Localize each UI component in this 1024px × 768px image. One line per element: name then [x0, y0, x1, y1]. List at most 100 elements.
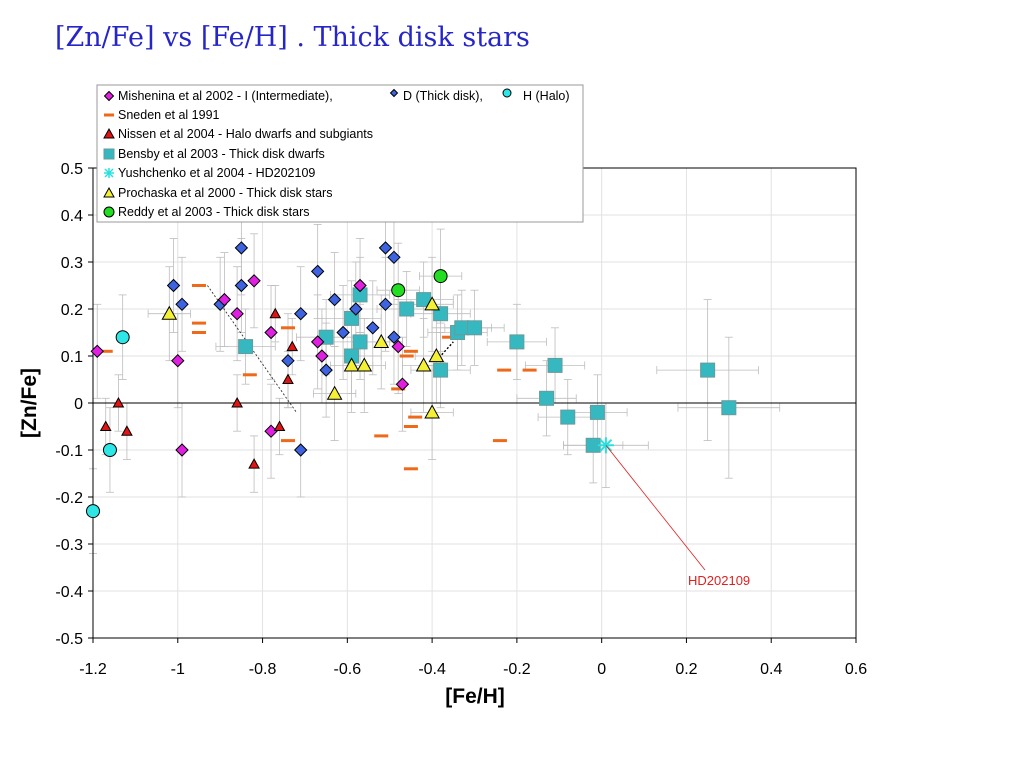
nissen-point — [231, 396, 243, 408]
bensby-point — [399, 301, 415, 317]
x-tick-label: -1 — [171, 661, 185, 678]
prochaska-point — [424, 296, 440, 311]
bensby-point — [352, 334, 368, 350]
y-tick-label: 0.1 — [61, 349, 83, 366]
bensby-point — [560, 409, 576, 425]
mishenina-thick-disk-point — [366, 321, 380, 335]
nissen-point — [273, 420, 286, 431]
slide-title: [Zn/Fe] vs [Fe/H] . Thick disk stars — [55, 22, 530, 53]
mishenina-intermediate-point — [90, 344, 104, 359]
x-tick-label: 0.2 — [675, 661, 697, 678]
nissen-point — [282, 373, 294, 384]
y-tick-label: 0.2 — [61, 302, 83, 319]
prochaska-point — [415, 357, 432, 372]
sneden-point — [280, 439, 295, 443]
annotation-leader-line — [605, 445, 706, 571]
nissen-point — [286, 340, 299, 352]
mishenina-thick-disk-point — [349, 302, 363, 316]
legend-marker-halo — [502, 88, 512, 98]
mishenina-thick-disk-point — [327, 292, 342, 307]
sneden-point — [403, 349, 418, 353]
y-axis-label: [Zn/Fe] — [18, 368, 41, 438]
legend-label-bensby: Bensby et al 2003 - Thick disk dwarfs — [118, 147, 325, 161]
sneden-point — [408, 415, 423, 419]
sneden-point — [391, 387, 406, 391]
legend-label-nissen: Nissen et al 2004 - Halo dwarfs and subg… — [118, 127, 373, 141]
sneden-point — [98, 349, 113, 353]
x-tick-label: -0.4 — [418, 661, 446, 678]
mishenina-intermediate-point — [171, 353, 185, 368]
x-tick-label: -1.2 — [79, 661, 107, 678]
sneden-point — [403, 425, 418, 428]
mishenina-intermediate-point — [247, 274, 261, 288]
prochaska-point — [424, 404, 440, 419]
y-tick-label: -0.5 — [55, 631, 83, 648]
legend-box — [96, 84, 584, 223]
legend-label-prochaska: Prochaska et al 2000 - Thick disk stars — [118, 186, 332, 200]
bensby-point — [433, 362, 449, 378]
mishenina-thick-disk-point — [378, 297, 393, 312]
mishenina-intermediate-point — [353, 278, 367, 293]
bensby-point — [700, 362, 716, 378]
mishenina-halo-point — [86, 504, 100, 519]
bensby-point — [509, 334, 525, 350]
mishenina-intermediate-point — [315, 349, 329, 363]
sneden-point — [242, 373, 257, 377]
legend-label-mishenina: Mishenina et al 2002 - I (Intermediate), — [118, 89, 333, 103]
bensby-point — [467, 320, 482, 336]
mishenina-thick-disk-point — [310, 264, 325, 279]
legend-marker-intermediate — [103, 90, 115, 102]
x-tick-label: 0.4 — [760, 661, 782, 678]
y-tick-label: -0.1 — [55, 443, 83, 460]
legend-label-yushchenko: Yushchenko et al 2004 - HD202109 — [118, 166, 315, 180]
sneden-point — [374, 434, 389, 438]
nissen-point — [269, 307, 282, 319]
legend-marker-yushchenko — [104, 168, 114, 178]
legend-marker-thick-disk — [389, 88, 399, 98]
mishenina-intermediate-point — [264, 325, 278, 340]
prochaska-point — [356, 357, 373, 372]
bensby-point — [547, 357, 563, 373]
legend-label-sneden: Sneden et al 1991 — [118, 108, 220, 122]
y-tick-label: -0.2 — [55, 490, 83, 507]
sneden-point — [442, 335, 457, 339]
legend-marker-reddy — [103, 206, 115, 218]
bensby-point — [721, 400, 737, 416]
mishenina-thick-disk-point — [293, 306, 308, 321]
bensby-point — [454, 320, 470, 336]
mishenina-thick-disk-point — [166, 278, 181, 293]
reddy-point — [433, 269, 448, 284]
legend: Mishenina et al 2002 - I (Intermediate),… — [96, 84, 584, 223]
sneden-point — [497, 368, 512, 372]
x-tick-label: 0 — [597, 661, 606, 678]
prochaska-point — [373, 333, 390, 348]
bensby-point — [589, 404, 605, 420]
mishenina-thick-disk-point — [293, 443, 308, 457]
prochaska-point — [161, 305, 178, 320]
mishenina-thick-disk-point — [281, 353, 295, 368]
sneden-point — [492, 439, 507, 443]
mishenina-thick-disk-point — [319, 363, 333, 377]
y-tick-label: 0 — [74, 396, 83, 413]
sneden-point — [403, 467, 418, 471]
nissen-point — [112, 396, 125, 408]
mishenina-thick-disk-point — [387, 250, 401, 265]
legend-marker-nissen — [103, 127, 115, 139]
legend-marker-bensby — [103, 148, 115, 160]
mishenina-intermediate-point — [264, 424, 278, 438]
mishenina-halo-point — [115, 330, 130, 345]
mishenina-thick-disk-point — [378, 241, 393, 255]
y-tick-label: 0.4 — [61, 208, 83, 225]
mishenina-intermediate-point — [310, 335, 325, 349]
x-axis-label: [Fe/H] — [445, 685, 505, 708]
x-tick-label: -0.8 — [249, 661, 277, 678]
bensby-point — [238, 339, 254, 355]
bensby-point — [539, 390, 555, 406]
mishenina-thick-disk-point — [234, 241, 249, 255]
nissen-point — [248, 458, 260, 469]
mishenina-thick-disk-point — [387, 330, 401, 344]
legend-label-reddy: Reddy et al 2003 - Thick disk stars — [118, 205, 310, 219]
sneden-point — [191, 284, 206, 287]
mishenina-intermediate-point — [175, 443, 189, 457]
